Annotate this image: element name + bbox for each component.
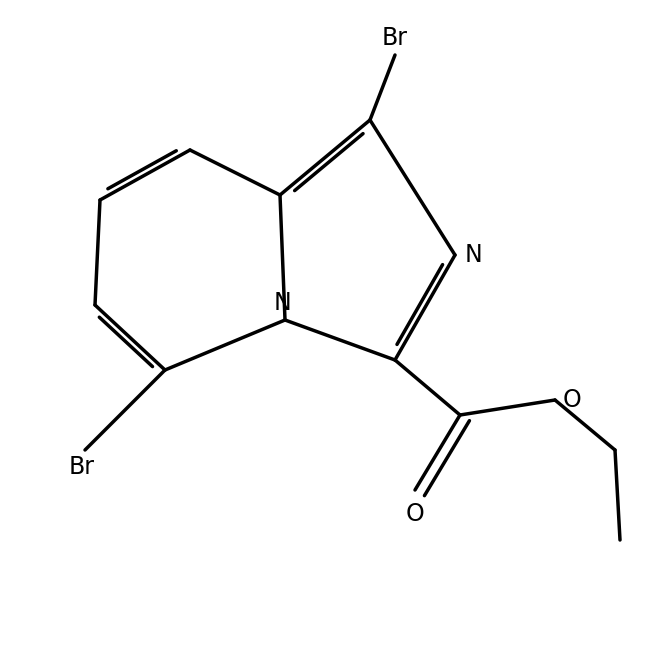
Text: N: N	[274, 291, 292, 315]
Text: O: O	[563, 388, 582, 412]
Text: Br: Br	[382, 26, 408, 50]
Text: N: N	[465, 243, 483, 267]
Text: Br: Br	[69, 455, 95, 479]
Text: O: O	[406, 502, 424, 526]
